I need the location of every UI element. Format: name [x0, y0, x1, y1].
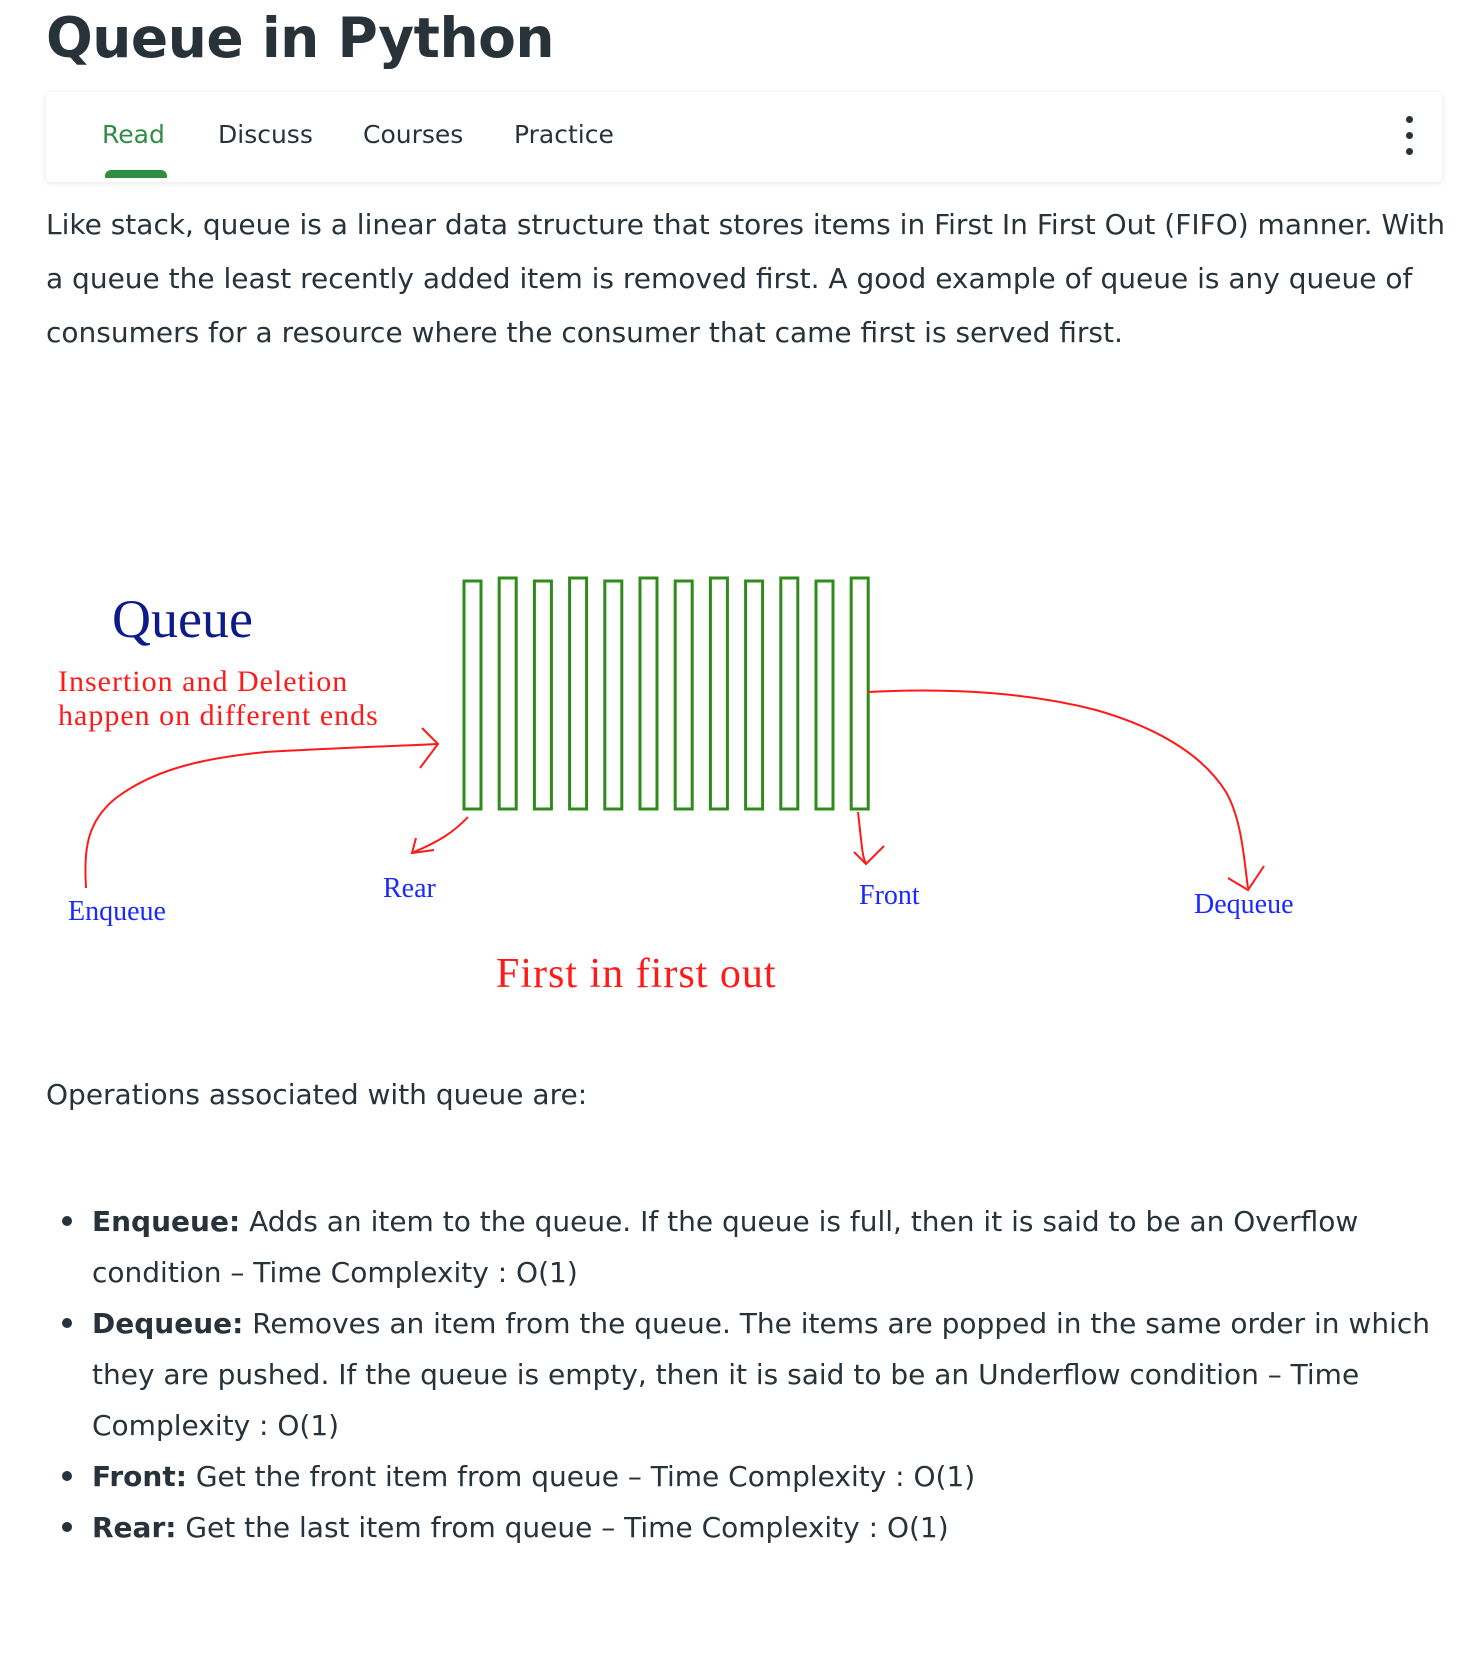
operation-description: Adds an item to the queue. If the queue …: [92, 1205, 1359, 1289]
operation-name: Front:: [92, 1460, 187, 1493]
diagram-subtitle-line1: Insertion and Deletion: [58, 665, 348, 698]
rear-arrow: [413, 816, 469, 853]
queue-slot: [497, 576, 518, 811]
operation-description: Get the front item from queue – Time Com…: [195, 1460, 976, 1493]
tab-courses[interactable]: Courses: [363, 120, 464, 149]
enqueue-arrowhead: [419, 727, 440, 769]
queue-slot: [779, 576, 800, 811]
queue-slot: [744, 579, 765, 811]
operation-description: Removes an item from the queue. The item…: [92, 1307, 1430, 1442]
tab-read[interactable]: Read: [102, 120, 165, 149]
more-options-icon[interactable]: [1402, 116, 1418, 158]
diagram-subtitle-line2: happen on different ends: [58, 699, 379, 732]
operations-list: Enqueue: Adds an item to the queue. If t…: [46, 1196, 1446, 1553]
queue-slots: [462, 576, 870, 811]
tab-practice[interactable]: Practice: [514, 120, 614, 149]
list-item: Rear: Get the last item from queue – Tim…: [46, 1502, 1446, 1553]
operation-name: Rear:: [92, 1511, 177, 1544]
list-item: Enqueue: Adds an item to the queue. If t…: [46, 1196, 1446, 1298]
front-arrowhead: [853, 845, 885, 866]
rear-arrowhead: [410, 837, 435, 855]
dequeue-arrowhead: [1227, 865, 1265, 892]
operation-name: Enqueue:: [92, 1205, 241, 1238]
page-title: Queue in Python: [46, 6, 555, 70]
list-item: Dequeue: Removes an item from the queue.…: [46, 1298, 1446, 1451]
queue-slot: [603, 579, 624, 811]
queue-slot: [638, 576, 659, 811]
front-label: Front: [859, 880, 920, 911]
dequeue-arrow: [867, 689, 1249, 889]
article-tab-bar: Read Discuss Courses Practice: [46, 92, 1442, 182]
intro-paragraph: Like stack, queue is a linear data struc…: [46, 208, 1446, 349]
queue-slot: [708, 576, 729, 811]
enqueue-arrow: [84, 743, 439, 889]
queue-slot: [849, 576, 870, 811]
queue-slot: [814, 579, 835, 811]
queue-diagram: Queue Insertion and Deletion happen on d…: [46, 560, 1446, 1030]
queue-slot: [532, 579, 553, 811]
operation-name: Dequeue:: [92, 1307, 244, 1340]
operation-description: Get the last item from queue – Time Comp…: [185, 1511, 949, 1544]
tab-discuss[interactable]: Discuss: [218, 120, 313, 149]
active-tab-indicator: [105, 170, 167, 178]
dequeue-label: Dequeue: [1194, 889, 1294, 920]
diagram-caption: First in first out: [496, 951, 777, 997]
operations-intro: Operations associated with queue are:: [46, 1078, 588, 1111]
rear-label: Rear: [383, 873, 437, 904]
diagram-heading: Queue: [112, 589, 253, 649]
list-item: Front: Get the front item from queue – T…: [46, 1451, 1446, 1502]
queue-slot: [568, 576, 589, 811]
enqueue-label: Enqueue: [68, 896, 166, 927]
queue-slot: [673, 579, 694, 811]
queue-slot: [462, 579, 483, 811]
